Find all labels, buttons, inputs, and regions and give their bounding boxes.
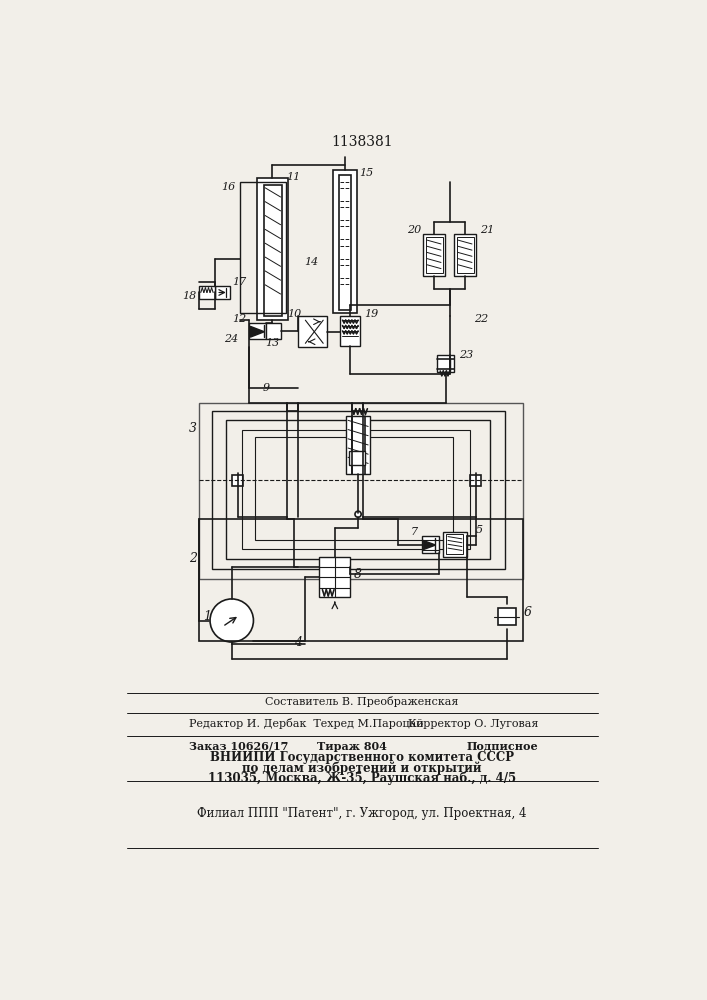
Text: 11: 11	[286, 172, 300, 182]
Bar	[423, 234, 445, 276]
Bar	[226, 420, 490, 559]
Text: 14: 14	[305, 257, 319, 267]
Text: 18: 18	[182, 291, 197, 301]
Bar	[257, 178, 288, 320]
Bar	[298, 316, 327, 347]
Text: 23: 23	[459, 350, 473, 360]
Text: 8: 8	[354, 568, 361, 581]
Text: 7: 7	[411, 527, 418, 537]
Bar	[320, 557, 351, 597]
Text: 113035, Москва, Ж-35, Раушская наб., д. 4/5: 113035, Москва, Ж-35, Раушская наб., д. …	[208, 772, 516, 785]
Text: 1138381: 1138381	[331, 135, 393, 149]
Text: 20: 20	[407, 225, 421, 235]
Text: Заказ 10626/17: Заказ 10626/17	[189, 741, 288, 752]
Text: Подписное: Подписное	[466, 741, 538, 752]
Bar	[199, 519, 523, 641]
Bar	[437, 355, 454, 372]
Bar	[199, 286, 215, 299]
Text: 13: 13	[265, 338, 279, 348]
Text: Редактор И. Дербак  Техред М.Пароцай: Редактор И. Дербак Техред М.Пароцай	[189, 718, 423, 729]
Bar	[340, 316, 360, 346]
Bar	[255, 437, 452, 540]
Bar	[349, 451, 365, 465]
Bar	[426, 237, 443, 273]
Circle shape	[355, 511, 361, 517]
Bar	[249, 323, 266, 339]
Bar	[333, 170, 356, 312]
Bar	[264, 185, 282, 316]
Bar	[242, 430, 470, 549]
Bar	[215, 286, 230, 299]
Text: 1: 1	[203, 610, 211, 623]
Text: 22: 22	[474, 314, 489, 324]
Text: по делам изобретений и открытий: по делам изобретений и открытий	[243, 762, 481, 775]
Text: ВНИИПИ Государственного комитета СССР: ВНИИПИ Государственного комитета СССР	[210, 751, 514, 764]
Text: 6: 6	[524, 606, 532, 619]
Bar	[443, 532, 467, 557]
Bar	[457, 237, 474, 273]
Text: 12: 12	[232, 314, 247, 324]
Text: 4: 4	[293, 636, 302, 649]
Text: 17: 17	[232, 277, 246, 287]
Text: 15: 15	[360, 168, 374, 178]
Text: 9: 9	[263, 383, 270, 393]
Bar	[199, 403, 523, 579]
Bar	[212, 411, 506, 569]
Bar	[266, 323, 281, 339]
Bar	[446, 534, 464, 554]
Text: 16: 16	[221, 182, 235, 192]
Text: 5: 5	[476, 525, 483, 535]
Circle shape	[210, 599, 253, 642]
Text: 2: 2	[189, 552, 197, 565]
Text: Корректор О. Луговая: Корректор О. Луговая	[407, 719, 538, 729]
Text: Тираж 804: Тираж 804	[317, 741, 387, 752]
Text: Составитель В. Преображенская: Составитель В. Преображенская	[265, 696, 459, 707]
Bar	[421, 536, 438, 553]
Bar	[346, 416, 370, 474]
Text: Филиал ППП "Патент", г. Ужгород, ул. Проектная, 4: Филиал ППП "Патент", г. Ужгород, ул. Про…	[197, 806, 527, 820]
Text: 19: 19	[364, 309, 378, 319]
Text: 24: 24	[223, 334, 238, 344]
Bar	[454, 234, 476, 276]
Text: 10: 10	[287, 309, 301, 319]
Text: 3: 3	[189, 422, 197, 434]
Polygon shape	[423, 540, 436, 550]
Bar	[339, 175, 351, 310]
Bar	[240, 182, 286, 312]
Text: 21: 21	[480, 225, 494, 235]
Polygon shape	[250, 326, 264, 337]
